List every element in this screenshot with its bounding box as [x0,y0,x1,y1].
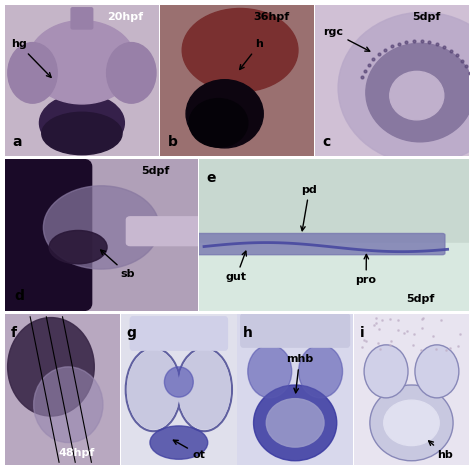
Ellipse shape [370,385,453,461]
Point [387,337,395,345]
Text: a: a [12,134,22,149]
Text: sb: sb [100,250,135,280]
Text: 5dpf: 5dpf [406,294,435,304]
Point [455,342,462,350]
Text: d: d [14,289,24,303]
Point [403,327,410,335]
Point [418,324,426,331]
Ellipse shape [39,94,124,152]
Ellipse shape [107,43,156,103]
Text: e: e [207,172,216,185]
Text: c: c [323,134,331,149]
Point [370,321,378,329]
Text: hb: hb [428,441,453,460]
Ellipse shape [266,399,324,447]
Text: 5dpf: 5dpf [412,12,440,22]
Text: h: h [240,39,264,70]
Ellipse shape [8,43,57,103]
Point [429,333,437,340]
Ellipse shape [28,21,136,104]
Text: 5dpf: 5dpf [141,166,170,176]
FancyBboxPatch shape [0,159,91,311]
Text: 36hpf: 36hpf [253,12,289,22]
Point [374,339,382,346]
Point [376,345,384,352]
Point [395,327,402,334]
Ellipse shape [415,345,459,398]
Point [401,329,408,337]
Ellipse shape [189,99,248,147]
Ellipse shape [364,345,408,398]
Point [417,346,425,354]
Ellipse shape [127,349,180,430]
Ellipse shape [8,318,94,416]
Point [432,345,439,353]
Point [418,315,426,322]
Text: mhb: mhb [286,354,313,393]
Text: ot: ot [173,440,206,460]
Text: 20hpf: 20hpf [107,12,143,22]
Point [438,316,445,323]
Point [410,330,418,337]
Text: i: i [359,326,364,340]
Ellipse shape [34,367,103,443]
Ellipse shape [186,80,263,148]
Text: 48hpf: 48hpf [58,448,95,458]
Point [362,337,369,345]
Point [361,337,368,344]
Text: hg: hg [11,39,51,78]
Ellipse shape [390,71,444,120]
Point [409,341,417,349]
Point [358,344,365,351]
FancyBboxPatch shape [127,217,211,246]
Ellipse shape [299,345,343,398]
Point [372,314,380,322]
FancyBboxPatch shape [196,234,445,255]
FancyBboxPatch shape [241,314,349,347]
Point [375,325,383,332]
Point [446,345,453,352]
Ellipse shape [178,349,231,430]
Point [372,320,380,327]
Ellipse shape [43,186,159,269]
Point [456,331,464,338]
Point [442,347,450,354]
FancyBboxPatch shape [199,159,469,243]
Ellipse shape [150,426,208,459]
FancyBboxPatch shape [199,243,469,311]
Ellipse shape [182,8,298,92]
Ellipse shape [42,112,122,155]
Ellipse shape [254,385,337,461]
Ellipse shape [49,230,107,264]
Text: pro: pro [356,254,376,285]
Ellipse shape [384,400,439,446]
Point [378,316,385,324]
Text: h: h [243,326,253,340]
Text: b: b [167,134,177,149]
Point [386,342,393,349]
Ellipse shape [164,367,193,397]
Ellipse shape [338,12,474,164]
FancyBboxPatch shape [71,8,93,29]
Text: rgc: rgc [323,27,370,51]
Point [386,315,393,323]
Text: f: f [10,326,17,340]
Point [419,314,427,321]
Text: g: g [127,326,137,340]
FancyBboxPatch shape [130,317,228,350]
Text: pd: pd [301,185,317,231]
Point [394,317,401,324]
Text: gut: gut [226,251,246,282]
Ellipse shape [248,345,292,398]
Ellipse shape [366,43,474,142]
